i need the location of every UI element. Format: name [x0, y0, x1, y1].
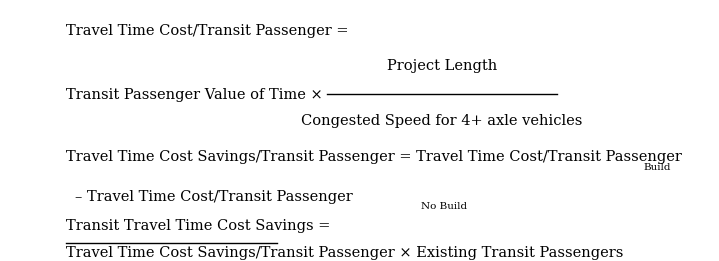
- Text: Congested Speed for 4+ axle vehicles: Congested Speed for 4+ axle vehicles: [301, 114, 583, 128]
- Text: No Build: No Build: [421, 202, 467, 211]
- Text: Travel Time Cost Savings/Transit Passenger = Travel Time Cost/Transit Passenger: Travel Time Cost Savings/Transit Passeng…: [66, 150, 682, 164]
- Text: Transit Travel Time Cost Savings =: Transit Travel Time Cost Savings =: [66, 219, 331, 233]
- Text: Transit Passenger Value of Time ×: Transit Passenger Value of Time ×: [66, 88, 323, 102]
- Text: Travel Time Cost/Transit Passenger =: Travel Time Cost/Transit Passenger =: [66, 24, 349, 38]
- Text: Build: Build: [644, 163, 671, 171]
- Text: Project Length: Project Length: [387, 59, 498, 73]
- Text: – Travel Time Cost/Transit Passenger: – Travel Time Cost/Transit Passenger: [75, 190, 353, 204]
- Text: Travel Time Cost Savings/Transit Passenger × Existing Transit Passengers: Travel Time Cost Savings/Transit Passeng…: [66, 246, 623, 260]
